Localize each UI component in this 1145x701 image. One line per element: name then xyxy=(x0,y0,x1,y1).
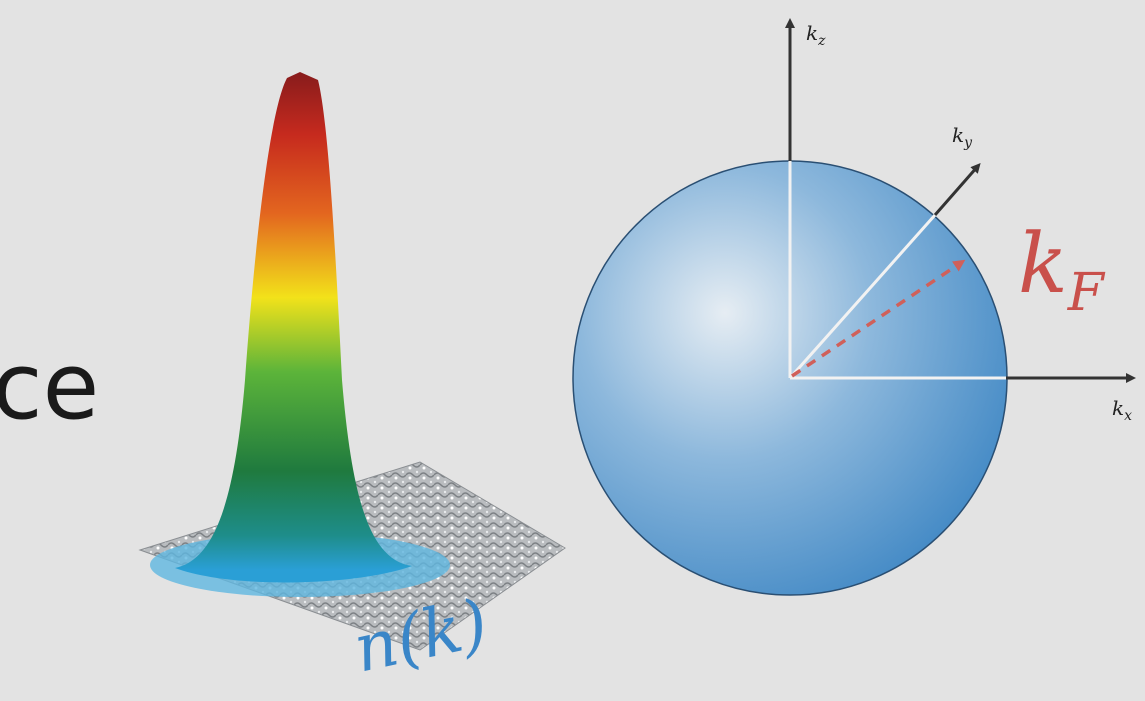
ky-label: ky xyxy=(952,123,973,151)
ky-base: k xyxy=(952,123,964,147)
kx-base: k xyxy=(1112,396,1124,420)
fermi-sub: F xyxy=(1067,263,1106,323)
fermi-label: kF xyxy=(1018,217,1106,323)
page: ce n(k) kz ky kx kF (() => { const data … xyxy=(0,0,1145,701)
kx-label: kx xyxy=(1112,396,1132,424)
kz-base: k xyxy=(806,21,818,45)
kz-label: kz xyxy=(806,21,826,49)
ky-axis xyxy=(935,166,978,215)
fermi-base: k xyxy=(1018,217,1068,312)
text-fragment: ce xyxy=(0,333,99,440)
figure: ce n(k) kz ky kx kF xyxy=(0,0,1145,701)
ky-sub: y xyxy=(963,135,973,151)
kx-sub: x xyxy=(1124,408,1132,424)
kz-sub: z xyxy=(817,33,826,49)
